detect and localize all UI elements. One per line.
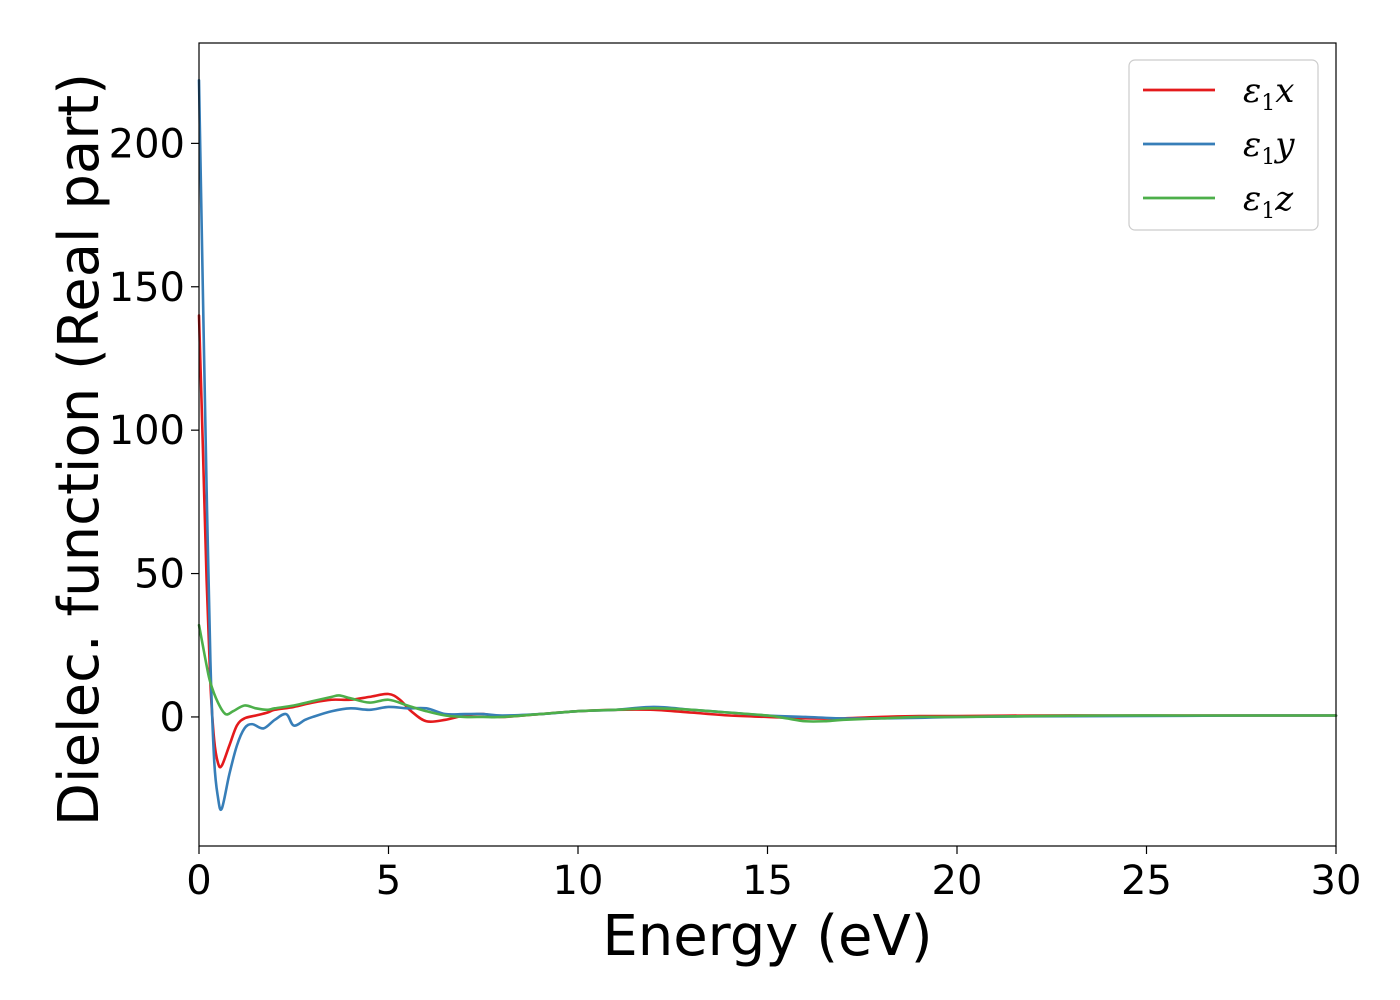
x-axis-ticks: 0 5 10 15 20 25 30 [186,846,1361,904]
legend-symbol: ε [1243,125,1261,165]
legend-symbol: ε [1243,71,1261,111]
series-layer [197,78,1338,811]
x-tick-label: 15 [742,858,793,904]
x-axis-label: Energy (eV) [602,904,932,969]
x-tick-label: 30 [1311,858,1362,904]
legend-variable: x [1275,71,1294,111]
y-tick-label: 200 [109,121,185,167]
x-tick-label: 10 [553,858,604,904]
x-tick-label: 0 [186,858,211,904]
series-line-z [197,623,1338,723]
series-line-x [197,314,1338,769]
x-tick-label: 25 [1121,858,1172,904]
legend-subscript: 1 [1261,199,1275,224]
y-axis-ticks: 0 50 100 150 200 [109,121,199,741]
legend-label-z: ε1z [1243,179,1294,224]
y-tick-label: 100 [109,408,185,454]
legend-box [1128,59,1319,231]
legend-label-y: ε1y [1243,125,1295,170]
y-tick-label: 0 [160,695,185,741]
legend-symbol: ε [1243,179,1261,219]
legend-label-x: ε1x [1243,71,1294,116]
y-axis-label: Dielec. function (Real part) [47,73,112,826]
legend-subscript: 1 [1261,145,1275,170]
legend-variable: y [1273,125,1295,165]
x-tick-label: 5 [376,858,401,904]
y-tick-label: 50 [134,552,185,598]
x-tick-label: 20 [932,858,983,904]
legend-subscript: 1 [1261,91,1275,116]
legend-variable: z [1274,179,1294,219]
y-tick-label: 150 [109,265,185,311]
